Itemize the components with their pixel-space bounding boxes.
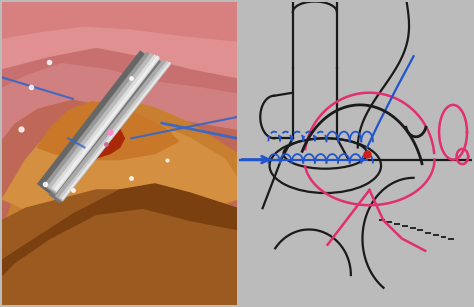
Polygon shape	[2, 2, 237, 138]
Polygon shape	[82, 117, 115, 150]
Polygon shape	[2, 99, 237, 245]
Polygon shape	[2, 2, 237, 78]
Polygon shape	[37, 102, 178, 160]
Polygon shape	[2, 2, 237, 41]
Polygon shape	[2, 190, 237, 305]
Polygon shape	[77, 117, 124, 160]
Polygon shape	[2, 184, 237, 275]
Polygon shape	[2, 114, 237, 214]
Polygon shape	[2, 2, 237, 93]
